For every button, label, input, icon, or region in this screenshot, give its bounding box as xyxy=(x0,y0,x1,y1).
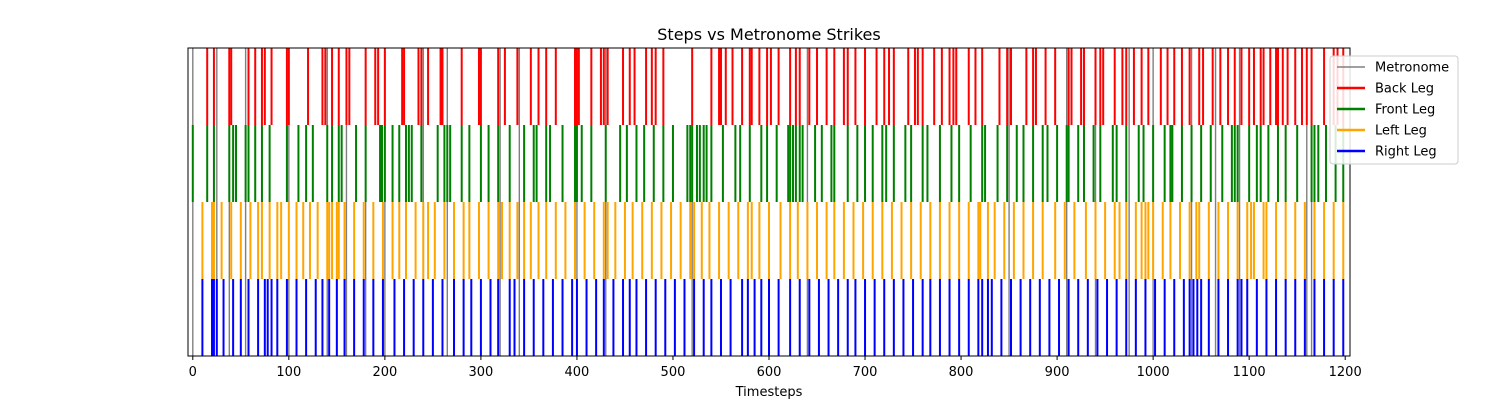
event-marks xyxy=(191,48,1345,356)
chart-title: Steps vs Metronome Strikes xyxy=(657,25,880,44)
x-tick-label: 400 xyxy=(565,365,590,380)
legend-label-right-leg: Right Leg xyxy=(1375,145,1437,160)
front-leg-series xyxy=(191,125,1345,202)
legend-label-left-leg: Left Leg xyxy=(1375,124,1427,139)
x-tick-label: 800 xyxy=(949,365,974,380)
legend-label-back-leg: Back Leg xyxy=(1375,82,1434,97)
plot-area xyxy=(187,47,1351,357)
left-leg-series xyxy=(201,202,1345,279)
x-tick-label: 700 xyxy=(853,365,878,380)
x-tick-label: 200 xyxy=(372,365,397,380)
back-leg-series xyxy=(206,48,1345,125)
legend-label-front-leg: Front Leg xyxy=(1375,103,1435,118)
legend-label-metronome: Metronome xyxy=(1375,61,1449,76)
x-tick-label: 100 xyxy=(276,365,301,380)
x-tick-label: 1200 xyxy=(1329,365,1362,380)
right-leg-series xyxy=(201,279,1345,356)
x-axis-label: Timesteps xyxy=(735,385,803,400)
x-tick-label: 1000 xyxy=(1137,365,1170,380)
legend-box xyxy=(1329,55,1459,165)
x-axis: 0 100 200 300 400 500 600 700 800 900 1000 1100 1200 xyxy=(189,356,1362,380)
x-tick-label: 500 xyxy=(661,365,686,380)
x-tick-label: 0 xyxy=(189,365,197,380)
x-tick-label: 1100 xyxy=(1233,365,1266,380)
x-tick-label: 600 xyxy=(757,365,782,380)
x-tick-label: 900 xyxy=(1045,365,1070,380)
x-tick-label: 300 xyxy=(468,365,493,380)
legend: Metronome Back Leg Front Leg Left Leg Right … xyxy=(1329,55,1459,165)
